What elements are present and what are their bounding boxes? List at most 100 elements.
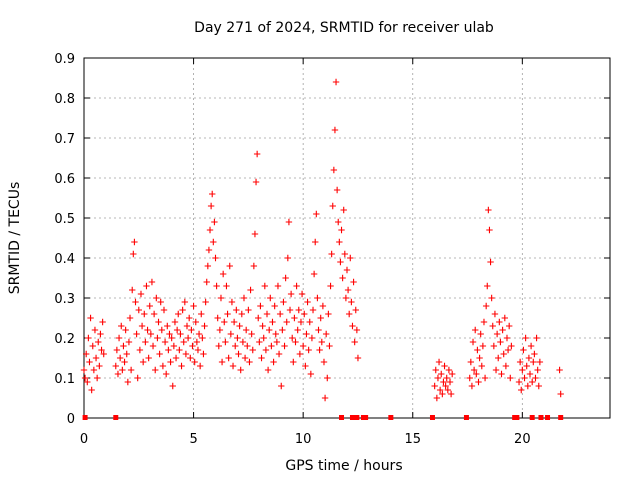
zero-marker (113, 415, 119, 420)
zero-marker (354, 415, 360, 420)
data-point (198, 310, 205, 318)
data-point (164, 322, 171, 330)
data-point (257, 302, 264, 310)
data-point (526, 370, 534, 378)
y-tick-label: 0 (67, 412, 75, 427)
data-point (276, 310, 284, 318)
data-point (112, 362, 119, 370)
data-point (294, 326, 301, 334)
data-point (297, 318, 305, 326)
data-point (324, 374, 331, 382)
data-point (181, 298, 189, 306)
data-point (166, 330, 173, 338)
data-point (123, 350, 130, 358)
data-point (237, 366, 244, 374)
data-point (246, 358, 253, 366)
data-point (330, 166, 338, 174)
data-point (557, 390, 564, 398)
data-point (489, 322, 496, 330)
data-point (215, 342, 222, 350)
data-point (484, 282, 491, 290)
data-point (468, 382, 476, 390)
data-point (267, 294, 274, 302)
data-point (521, 374, 528, 382)
data-point (81, 374, 89, 382)
gap-markers (82, 415, 564, 420)
x-tick-labels: 0 5 10 15 20 (80, 432, 531, 447)
data-point (306, 318, 313, 326)
data-point (86, 358, 93, 366)
data-point (223, 282, 230, 290)
data-point (480, 318, 488, 326)
data-point (177, 330, 184, 338)
y-tick-label: 0.4 (54, 252, 75, 267)
data-point (145, 354, 152, 362)
data-point (492, 366, 500, 374)
data-point (138, 322, 146, 330)
data-point (167, 358, 174, 366)
data-point (200, 350, 207, 358)
data-point (188, 326, 195, 334)
data-point (120, 342, 127, 350)
data-point (199, 334, 206, 342)
data-point (195, 330, 203, 338)
data-point (211, 218, 218, 226)
data-point (190, 302, 197, 310)
data-point (312, 238, 319, 246)
data-point (249, 346, 256, 354)
data-point (261, 282, 269, 290)
zero-marker (82, 415, 88, 420)
data-point (182, 350, 190, 358)
x-axis-label: GPS time / hours (285, 458, 402, 474)
data-point (470, 366, 478, 374)
data-point (88, 386, 95, 394)
data-point (523, 362, 530, 370)
data-point (354, 354, 362, 362)
data-point (530, 358, 537, 366)
data-point (173, 326, 181, 334)
data-point (183, 322, 191, 330)
data-point (244, 342, 251, 350)
data-point (158, 326, 166, 334)
data-point (333, 186, 341, 194)
data-point (194, 346, 202, 354)
data-point (222, 338, 229, 346)
data-point (279, 326, 286, 334)
data-point (556, 366, 563, 374)
y-axis-label: SRMTID / TECUs (7, 182, 23, 295)
axis-ticks (83, 57, 610, 419)
data-point (240, 294, 248, 302)
data-point (85, 334, 92, 342)
data-point (290, 358, 297, 366)
data-point (485, 206, 492, 214)
data-point (189, 342, 196, 350)
data-point (531, 350, 538, 358)
data-point (219, 270, 227, 278)
data-point (157, 298, 164, 306)
data-point (327, 282, 334, 290)
data-point (84, 378, 91, 386)
data-point (179, 306, 186, 314)
zero-marker (363, 415, 369, 420)
data-point (186, 314, 193, 322)
data-point (175, 310, 182, 318)
data-point (137, 290, 145, 298)
data-point (274, 282, 282, 290)
data-point (152, 366, 159, 374)
data-point (280, 298, 287, 306)
plot-frame (83, 57, 611, 419)
data-point (436, 386, 444, 394)
data-point (473, 370, 480, 378)
data-point (315, 326, 322, 334)
data-point (304, 298, 311, 306)
data-point (519, 366, 526, 374)
data-point (129, 286, 136, 294)
data-point (239, 338, 247, 346)
data-point (209, 190, 216, 198)
data-point (263, 310, 271, 318)
data-point (172, 354, 180, 362)
data-point (141, 310, 148, 318)
data-point (486, 226, 493, 234)
data-point (238, 310, 245, 318)
